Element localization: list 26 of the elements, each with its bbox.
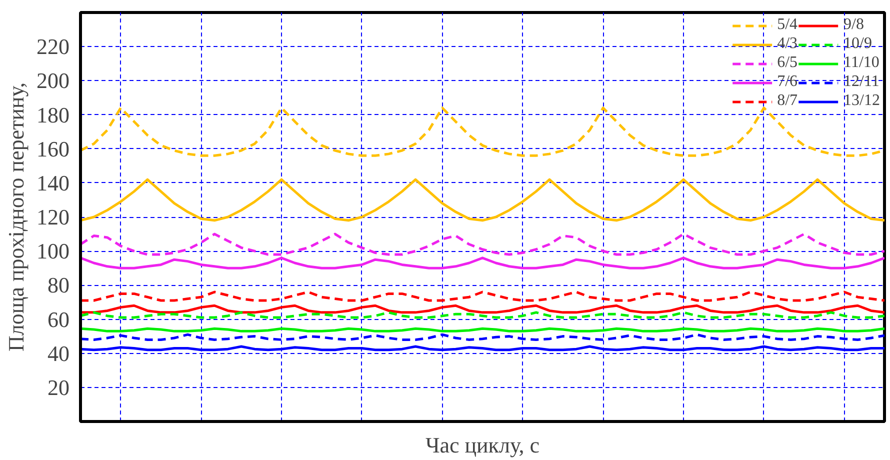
y-tick-label: 200 bbox=[36, 68, 70, 94]
x-axis-title: Час циклу, с bbox=[425, 432, 540, 458]
legend-label: 7/6 bbox=[777, 73, 798, 91]
legend-label: 6/5 bbox=[777, 54, 798, 72]
y-tick-label: 220 bbox=[36, 34, 70, 60]
y-tick-label: 80 bbox=[48, 272, 70, 298]
y-tick-label: 100 bbox=[36, 238, 70, 264]
line-series bbox=[80, 290, 884, 302]
y-tick-label: 60 bbox=[48, 306, 70, 332]
legend-label: 13/12 bbox=[844, 92, 880, 110]
legend-label: 5/4 bbox=[777, 16, 798, 34]
legend-label: 9/8 bbox=[844, 16, 864, 34]
y-tick-label: 140 bbox=[36, 170, 70, 196]
y-tick-label: 20 bbox=[48, 374, 70, 400]
y-tick-label: 160 bbox=[36, 136, 70, 162]
y-tick-label: 40 bbox=[48, 340, 70, 366]
legend-label: 8/7 bbox=[777, 92, 798, 110]
legend-label: 10/9 bbox=[844, 35, 872, 53]
y-tick-label: 180 bbox=[36, 102, 70, 128]
y-tick-label: 120 bbox=[36, 204, 70, 230]
legend-label: 11/10 bbox=[844, 54, 880, 72]
line-series bbox=[80, 178, 884, 222]
legend-label: 4/3 bbox=[777, 35, 798, 53]
y-axis-title: Площа прохідного перетину, bbox=[4, 82, 28, 352]
line-series bbox=[80, 304, 884, 314]
legend-label: 12/11 bbox=[844, 73, 880, 91]
